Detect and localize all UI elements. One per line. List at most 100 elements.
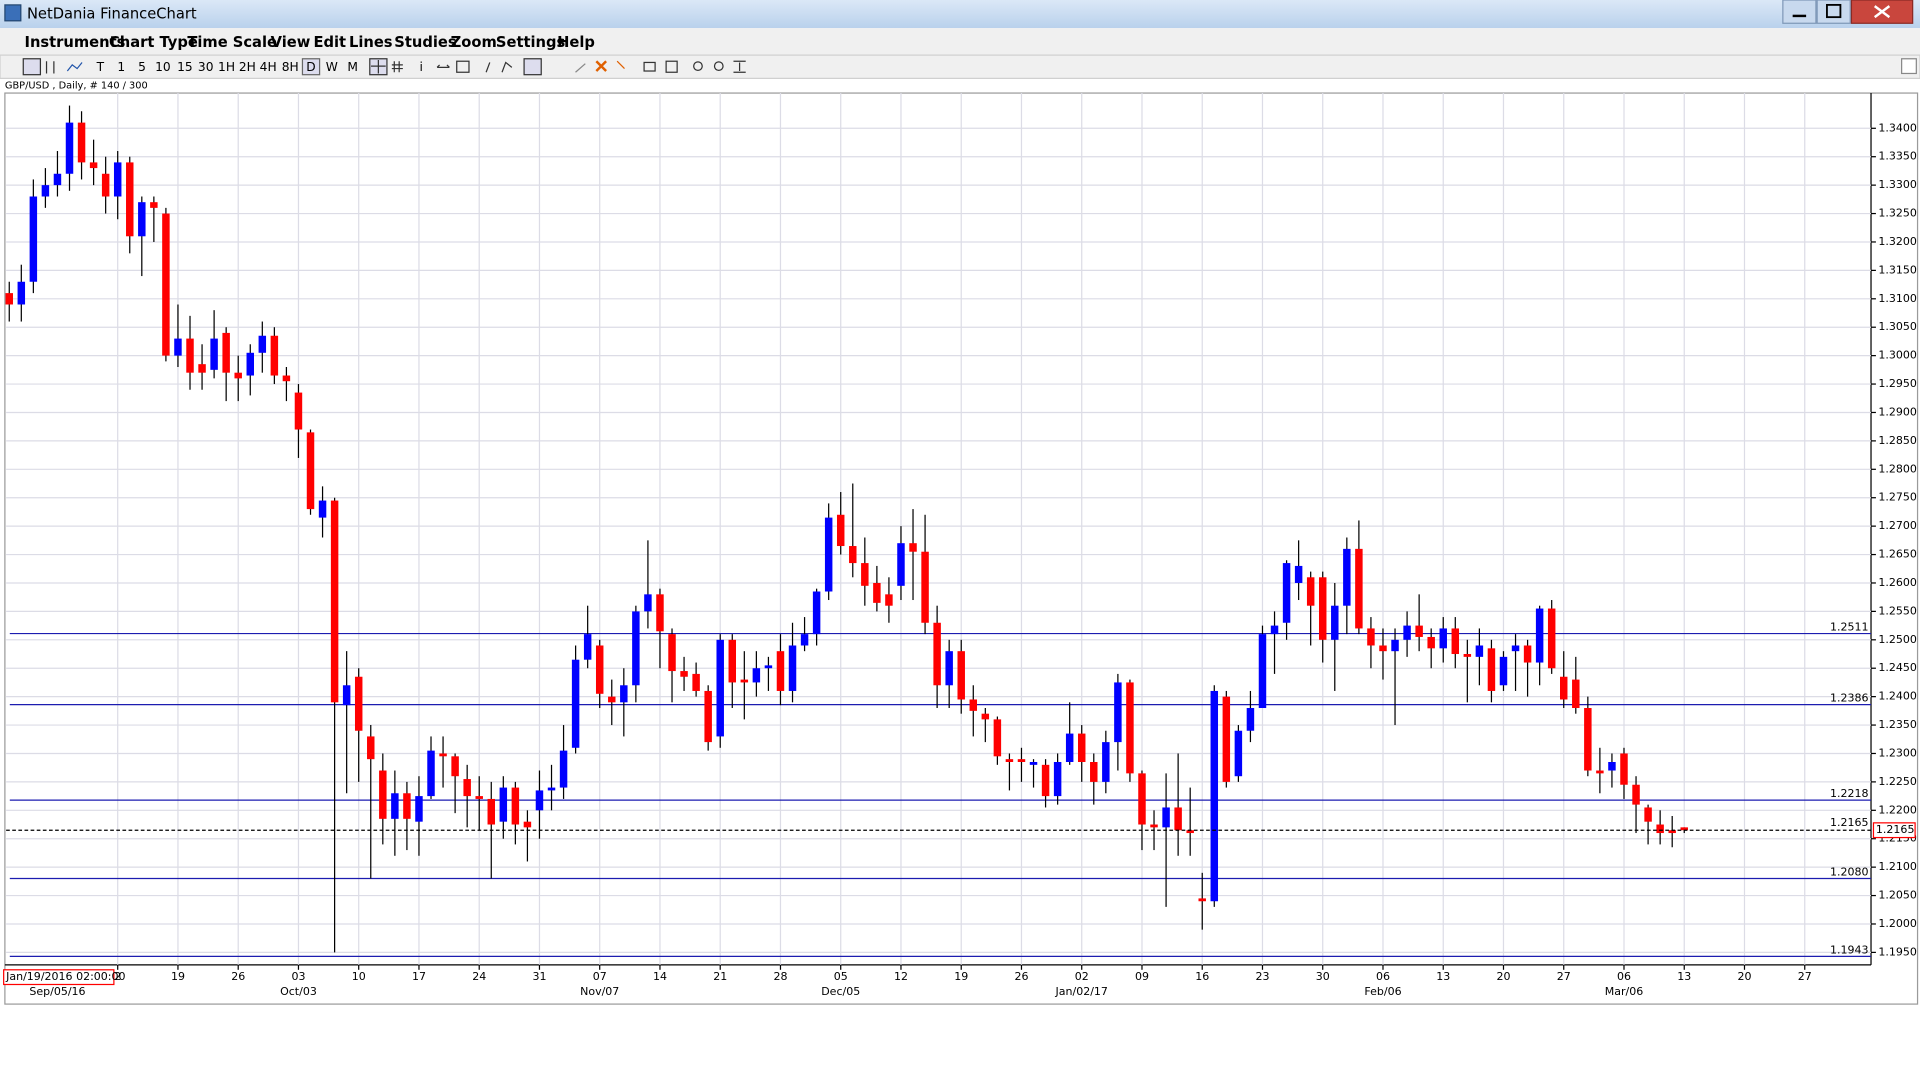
candle-body (680, 671, 688, 677)
menu-item[interactable]: View (271, 34, 311, 51)
menu-item[interactable]: Studies (394, 34, 457, 51)
candle-body (981, 713, 990, 720)
y-tick-label: 1.2500 (1878, 633, 1917, 646)
menu-item[interactable]: Help (557, 34, 595, 51)
candle-body (439, 753, 447, 757)
x-tick-label: 19 (954, 970, 968, 983)
x-tick-label: 17 (412, 970, 426, 983)
x-major-label: Feb/06 (1364, 985, 1401, 998)
candle-body (812, 591, 821, 635)
candle-body (656, 594, 664, 632)
toolbar-button[interactable]: D (306, 60, 315, 74)
y-tick-label: 1.3100 (1878, 292, 1917, 305)
icon-print[interactable] (643, 61, 656, 72)
candle-body (1439, 628, 1447, 649)
menu-item[interactable]: Lines (349, 34, 393, 51)
x-tick-label: 09 (1135, 970, 1149, 983)
icon-zoom-in[interactable] (693, 61, 703, 72)
menu-item[interactable]: Time Scale (187, 34, 277, 51)
minimize-button[interactable] (1782, 0, 1817, 24)
candle-body (1584, 708, 1592, 771)
level-label: 1.2080 (1830, 865, 1869, 878)
candle-body (909, 543, 917, 552)
toolbar-button[interactable]: 5 (138, 60, 146, 74)
y-tick-label: 1.2550 (1878, 604, 1917, 617)
candle-body (1114, 682, 1122, 743)
icon-zoom-out[interactable] (713, 61, 724, 72)
toolbar-button[interactable]: 8H (282, 60, 299, 74)
icon-bars[interactable] (45, 61, 55, 74)
icon-trend[interactable] (485, 61, 513, 73)
toolbar-toggle[interactable] (1901, 58, 1917, 75)
menu-item[interactable]: Settings (496, 34, 566, 51)
toolbar-button[interactable]: 2H (239, 60, 256, 74)
x-tick-label: 27 (1557, 970, 1571, 983)
candle-body (1065, 733, 1074, 762)
candle-body (1162, 807, 1170, 828)
candle-body (1174, 807, 1182, 831)
y-tick-label: 1.2950 (1878, 377, 1917, 390)
candle-body (1451, 628, 1460, 655)
icon-grid[interactable] (371, 60, 403, 74)
candle-body (1198, 898, 1206, 902)
toolbar-button[interactable]: 1 (117, 60, 125, 74)
maximize-button[interactable] (1816, 0, 1851, 24)
y-tick-label: 1.2200 (1878, 803, 1917, 816)
icon-delete[interactable] (595, 60, 607, 72)
toolbar-button[interactable]: 1H (218, 60, 235, 74)
icon-fit[interactable] (733, 60, 746, 73)
menu-item[interactable]: Zoom (451, 34, 497, 51)
y-tick-label: 1.2850 (1878, 434, 1917, 447)
candle-body (728, 639, 737, 683)
candle-body (174, 338, 182, 356)
y-tick-label: 1.3050 (1878, 320, 1917, 333)
app-icon (4, 4, 22, 22)
icon-preview[interactable] (665, 60, 678, 73)
candle-body (113, 162, 122, 197)
toolbar-button[interactable]: T (96, 60, 105, 74)
candle-body (1246, 708, 1255, 731)
icon-arrows[interactable] (436, 64, 450, 68)
candle-body (1644, 807, 1652, 822)
close-icon (1873, 5, 1891, 19)
candle-body (644, 594, 652, 612)
candle-body (897, 543, 905, 586)
last-price-label: 1.2165 (1830, 816, 1869, 829)
icon-fib[interactable] (523, 58, 542, 76)
icon-draw[interactable] (575, 63, 586, 73)
menu-bar (0, 28, 1920, 56)
x-major-label: Mar/06 (1605, 985, 1644, 998)
candle-body (668, 634, 676, 672)
icon-candles[interactable] (22, 58, 42, 76)
candle-body (65, 122, 74, 174)
y-tick-label: 1.2750 (1878, 491, 1917, 504)
y-tick-label: 1.2050 (1878, 889, 1917, 902)
icon-delete-all[interactable] (616, 60, 625, 70)
y-tick-label: 1.2900 (1878, 405, 1917, 418)
menu-item[interactable]: Edit (313, 34, 346, 51)
toolbar-button[interactable]: M (347, 60, 358, 74)
candle-body (1535, 608, 1544, 663)
toolbar-button[interactable]: 30 (198, 60, 214, 74)
menu-item[interactable]: Instruments (24, 34, 125, 51)
cursor-date-label: Jan/19/2016 02:00:00 (5, 970, 125, 983)
candle-body (379, 770, 387, 819)
toolbar-button[interactable]: i (420, 60, 423, 74)
menu-item[interactable]: Chart Type (109, 34, 198, 51)
candle-body (1487, 648, 1496, 691)
candle-body (1415, 625, 1423, 637)
icon-line[interactable] (66, 62, 83, 72)
toolbar-button[interactable]: W (326, 60, 338, 74)
level-label: 1.2511 (1830, 620, 1869, 633)
icon-volume[interactable] (456, 60, 470, 73)
candle-body (77, 122, 86, 163)
toolbar-button[interactable]: 15 (177, 60, 193, 74)
x-tick-label: 31 (532, 970, 546, 983)
x-tick-label: 2 (114, 970, 121, 983)
maximize-icon (1826, 3, 1842, 19)
y-tick-label: 1.2600 (1878, 576, 1917, 589)
toolbar-button[interactable]: 10 (155, 60, 171, 74)
toolbar-button[interactable]: 4H (260, 60, 277, 74)
x-major-label: Jan/02/17 (1055, 985, 1108, 998)
